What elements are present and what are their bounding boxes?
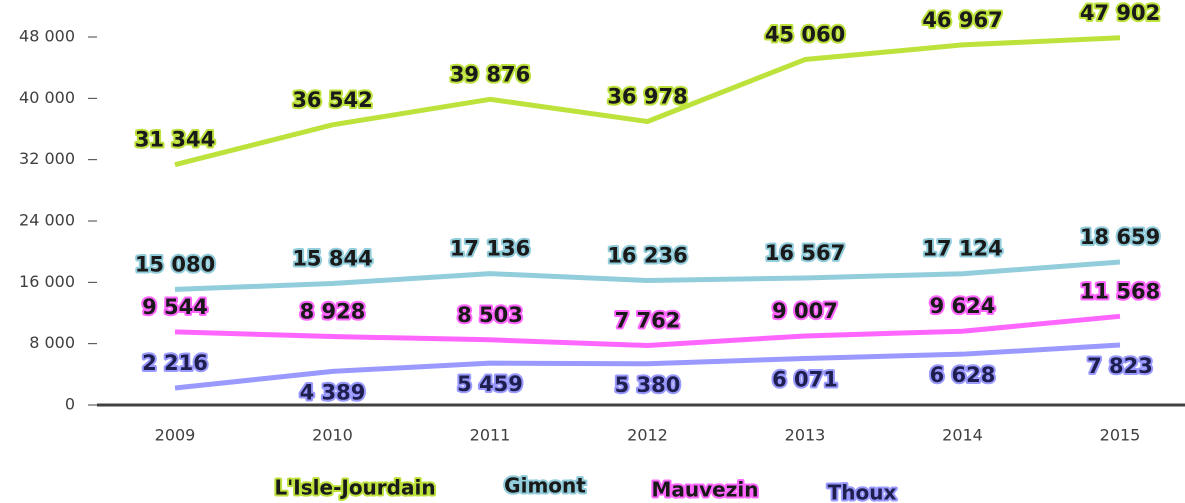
data-label: 9 007 (772, 299, 838, 323)
data-label: 7 823 (1087, 354, 1153, 378)
data-label: 36 542 (292, 88, 372, 112)
x-tick-label: 2011 (470, 426, 511, 445)
series-line (174, 342, 1121, 391)
y-tick-label: 24 000 (19, 211, 75, 230)
x-tick-label: 2009 (155, 426, 196, 445)
data-label: 6 071 (772, 367, 838, 391)
data-label: 16 567 (765, 241, 845, 265)
series-line (174, 313, 1121, 348)
data-label: 5 380 (615, 373, 681, 397)
data-label: 47 902 (1080, 1, 1160, 25)
data-label: 17 124 (922, 237, 1002, 261)
data-label: 9 624 (930, 294, 996, 318)
legend-entry: Mauvezin (652, 478, 759, 502)
data-label: 11 568 (1080, 279, 1160, 303)
data-label: 6 628 (930, 363, 996, 387)
legend-entry: Gimont (504, 474, 586, 498)
data-label: 15 080 (135, 252, 215, 276)
data-label: 16 236 (607, 244, 687, 268)
data-label: 2 216 (142, 351, 208, 375)
series-line (174, 35, 1121, 168)
y-tick-label: 32 000 (19, 149, 75, 168)
x-tick-label: 2012 (627, 426, 668, 445)
data-label: 45 060 (765, 23, 845, 47)
y-tick-label: 16 000 (19, 272, 75, 291)
y-tick-label: 0 (65, 395, 75, 414)
data-label: 17 136 (450, 237, 530, 261)
x-tick-label: 2013 (785, 426, 826, 445)
data-label: 5 459 (457, 372, 523, 396)
legend-entry: Thoux (828, 481, 897, 503)
data-label: 9 544 (142, 295, 208, 319)
data-label: 7 762 (615, 308, 681, 332)
x-tick-label: 2015 (1100, 426, 1141, 445)
data-label: 15 844 (292, 247, 372, 271)
data-label: 46 967 (922, 8, 1002, 32)
data-label: 39 876 (450, 62, 530, 86)
legend-entry: L'Isle-Jourdain (274, 476, 435, 500)
data-label: 4 389 (300, 380, 366, 404)
y-tick-label: 8 000 (29, 333, 75, 352)
x-tick-label: 2014 (942, 426, 983, 445)
series-line (174, 259, 1121, 292)
data-label: 8 503 (457, 303, 523, 327)
data-label: 36 978 (607, 85, 687, 109)
y-tick-label: 40 000 (19, 88, 75, 107)
data-label: 8 928 (300, 300, 366, 324)
x-tick-label: 2010 (312, 426, 353, 445)
data-label: 18 659 (1080, 225, 1160, 249)
data-label: 31 344 (135, 128, 215, 152)
y-tick-label: 48 000 (19, 27, 75, 46)
